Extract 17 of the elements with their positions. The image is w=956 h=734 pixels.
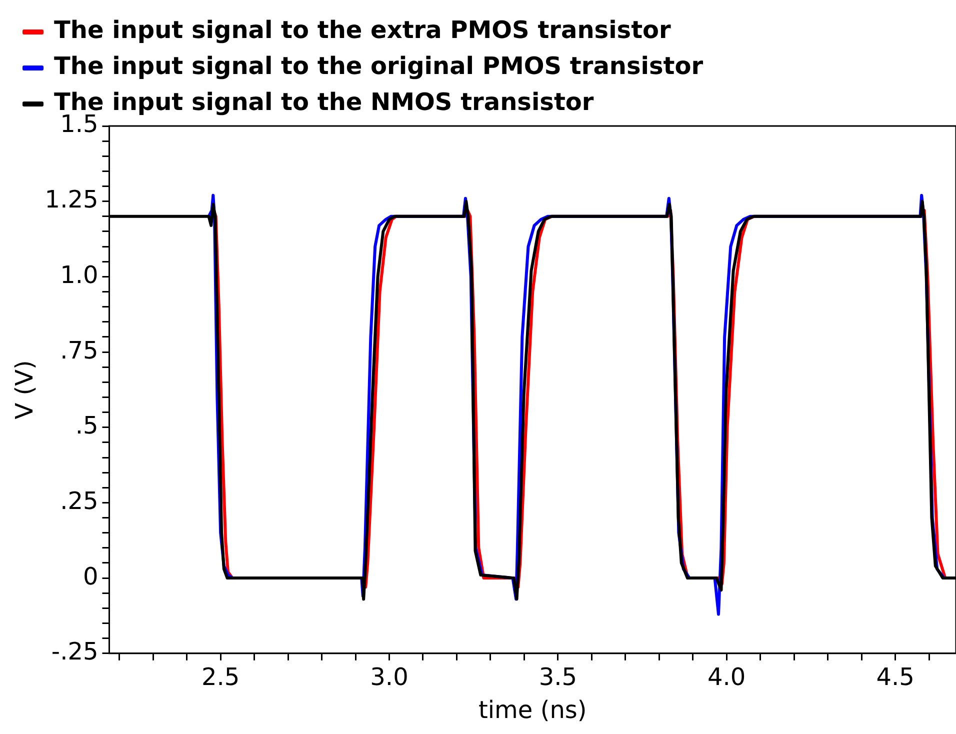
y-tick-label: .25 — [60, 486, 98, 515]
x-tick-label: 2.5 — [201, 663, 240, 692]
y-tick-label: 1.5 — [60, 110, 98, 138]
x-tick-label: 3.5 — [538, 663, 578, 692]
x-axis-title: time (ns) — [478, 696, 587, 724]
y-tick-label: 1.0 — [60, 260, 98, 289]
x-tick-label: 4.0 — [708, 663, 746, 692]
y-axis-title: V (V) — [10, 360, 39, 420]
legend-label: The input signal to the extra PMOS transistor — [54, 16, 672, 44]
y-tick-label: -.25 — [51, 638, 98, 666]
y-tick-label: 1.25 — [44, 186, 98, 214]
y-tick-label: .75 — [60, 336, 98, 364]
x-tick-label: 4.5 — [876, 663, 914, 692]
x-tick-label: 3.0 — [370, 663, 408, 692]
y-tick-label: 0 — [82, 562, 98, 590]
legend-label: The input signal to the original PMOS transistor — [54, 52, 704, 80]
y-tick-label: .5 — [75, 412, 98, 440]
